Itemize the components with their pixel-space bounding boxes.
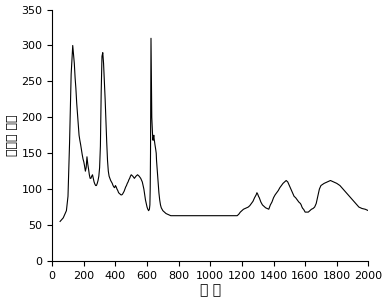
X-axis label: 波 数: 波 数 bbox=[200, 283, 221, 298]
Y-axis label: 拉曼峰 强度: 拉曼峰 强度 bbox=[5, 115, 19, 156]
